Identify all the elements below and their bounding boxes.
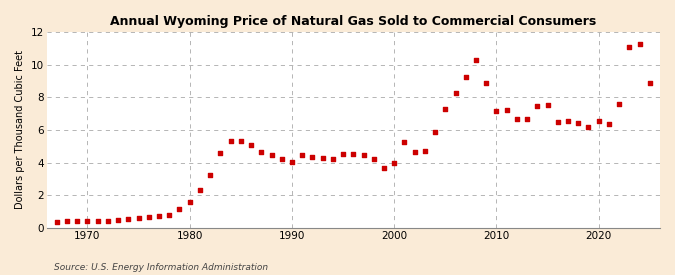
- Point: [276, 157, 287, 161]
- Point: [593, 119, 604, 123]
- Point: [512, 116, 522, 121]
- Point: [307, 155, 318, 159]
- Point: [583, 125, 594, 129]
- Point: [72, 219, 82, 223]
- Point: [562, 119, 573, 123]
- Point: [297, 153, 308, 158]
- Point: [123, 217, 134, 222]
- Point: [542, 103, 553, 107]
- Point: [389, 161, 400, 166]
- Point: [194, 187, 205, 192]
- Y-axis label: Dollars per Thousand Cubic Feet: Dollars per Thousand Cubic Feet: [15, 50, 25, 210]
- Point: [614, 102, 624, 106]
- Point: [552, 120, 563, 124]
- Point: [51, 220, 62, 224]
- Point: [327, 157, 338, 161]
- Point: [522, 117, 533, 122]
- Point: [399, 140, 410, 144]
- Point: [164, 213, 175, 217]
- Point: [603, 122, 614, 127]
- Point: [532, 104, 543, 108]
- Point: [143, 215, 154, 219]
- Point: [491, 109, 502, 113]
- Point: [634, 42, 645, 46]
- Title: Annual Wyoming Price of Natural Gas Sold to Commercial Consumers: Annual Wyoming Price of Natural Gas Sold…: [110, 15, 597, 28]
- Point: [225, 138, 236, 143]
- Point: [450, 91, 461, 95]
- Point: [481, 81, 491, 86]
- Point: [61, 219, 72, 223]
- Point: [113, 218, 124, 222]
- Point: [82, 219, 93, 223]
- Point: [287, 160, 298, 164]
- Point: [174, 207, 185, 211]
- Point: [440, 106, 451, 111]
- Point: [154, 214, 165, 218]
- Point: [460, 75, 471, 79]
- Point: [215, 151, 225, 155]
- Point: [266, 153, 277, 158]
- Point: [348, 152, 358, 157]
- Point: [369, 157, 379, 161]
- Point: [246, 142, 256, 147]
- Point: [409, 150, 420, 154]
- Point: [256, 150, 267, 154]
- Point: [430, 130, 441, 134]
- Point: [103, 218, 113, 223]
- Point: [573, 121, 584, 126]
- Point: [358, 153, 369, 158]
- Point: [470, 57, 481, 62]
- Point: [317, 156, 328, 160]
- Point: [338, 152, 348, 157]
- Point: [205, 173, 215, 177]
- Point: [92, 219, 103, 223]
- Point: [236, 138, 246, 143]
- Point: [133, 216, 144, 221]
- Point: [184, 200, 195, 204]
- Text: Source: U.S. Energy Information Administration: Source: U.S. Energy Information Administ…: [54, 263, 268, 272]
- Point: [379, 166, 389, 170]
- Point: [502, 108, 512, 112]
- Point: [624, 45, 634, 49]
- Point: [419, 149, 430, 153]
- Point: [645, 81, 655, 86]
